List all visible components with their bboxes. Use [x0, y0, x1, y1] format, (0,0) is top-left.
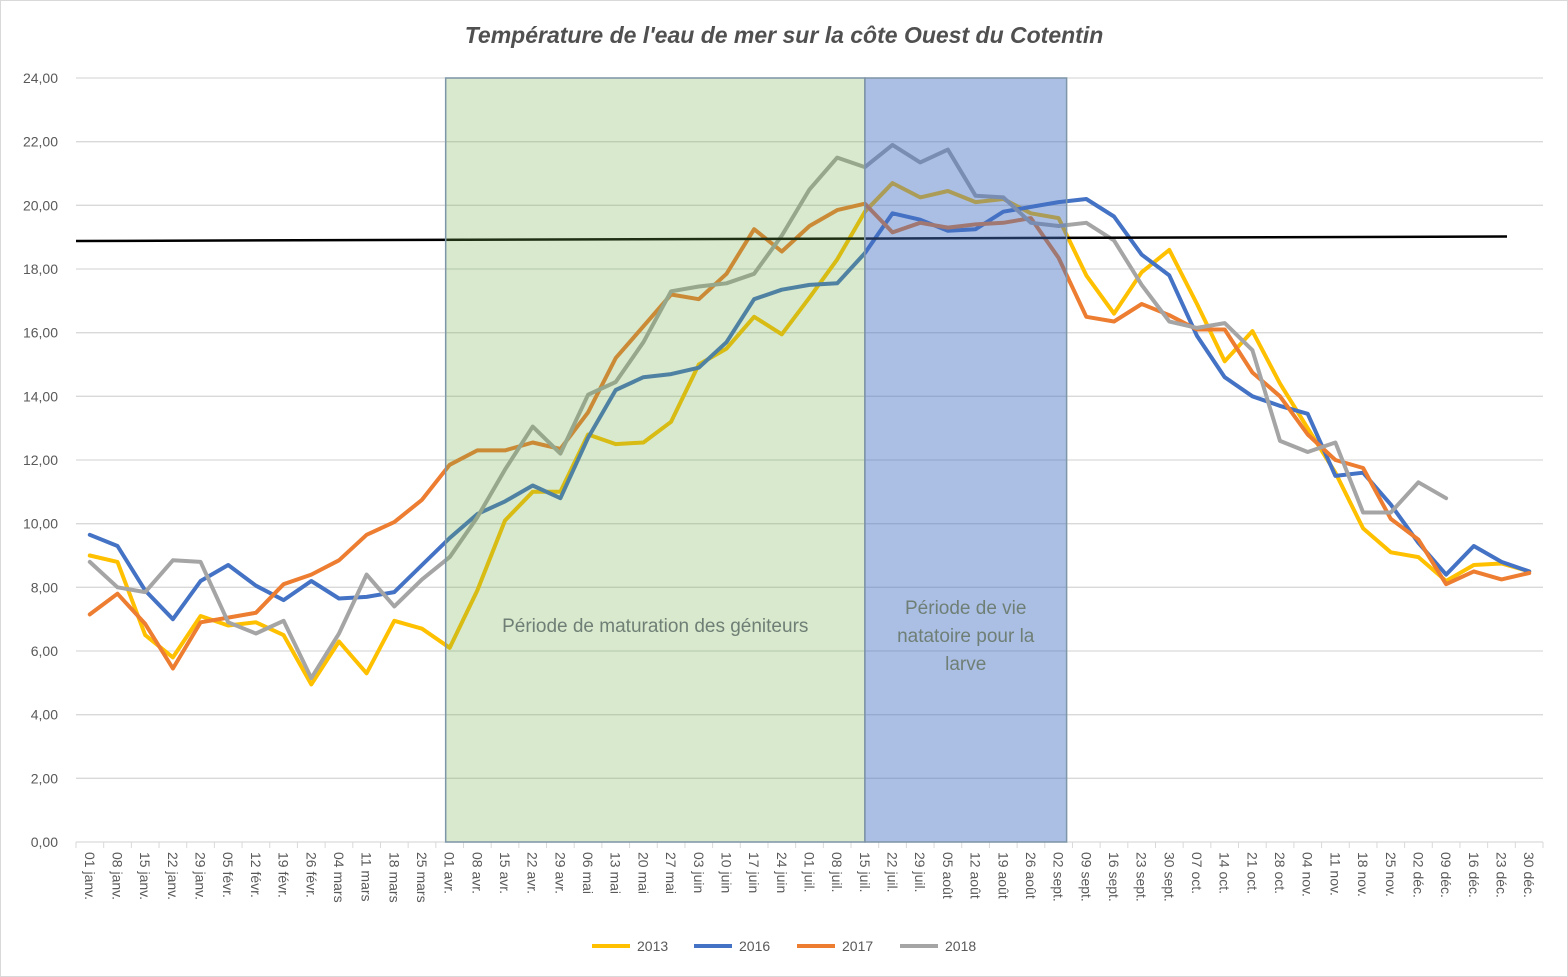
region-label: natatoire pour la: [897, 626, 1035, 647]
region-box: [864, 77, 1068, 843]
series-lines: [87, 142, 1532, 687]
x-tick-label: 18 nov.: [1355, 852, 1371, 897]
x-tick-label: 30 sept.: [1161, 852, 1177, 902]
y-tick-label: 8,00: [31, 579, 58, 595]
x-tick-label: 15 avr.: [497, 852, 513, 894]
legend: 2013 2016 2017 2018: [592, 938, 976, 954]
x-tick-label: 01 juil.: [802, 852, 818, 892]
region-box: [444, 77, 866, 843]
x-tick-label: 22 juil.: [885, 852, 901, 892]
y-tick-label: 2,00: [31, 770, 58, 786]
x-tick-label: 22 janv.: [165, 852, 181, 900]
legend-label: 2017: [842, 938, 873, 954]
legend-label: 2016: [739, 938, 770, 954]
y-tick-label: 18,00: [23, 261, 58, 277]
x-tick-label: 18 mars: [386, 852, 402, 903]
x-tick-label: 10 juin: [718, 852, 734, 893]
x-tick-label: 08 juil.: [829, 852, 845, 892]
x-tick-label: 04 mars: [331, 852, 347, 903]
x-tick-label: 22 avr.: [525, 852, 541, 894]
x-tick-label: 06 mai: [580, 852, 596, 894]
x-tick-label: 14 oct.: [1217, 852, 1233, 894]
x-tick-label: 07 oct.: [1189, 852, 1205, 894]
x-tick-label: 28 oct.: [1272, 852, 1288, 894]
x-tick-label: 25 mars: [414, 852, 430, 903]
y-tick-label: 0,00: [31, 834, 58, 850]
x-tick-label: 02 déc.: [1410, 852, 1426, 898]
x-tick-label: 12 févr.: [248, 852, 264, 898]
reference-line: [75, 235, 1508, 243]
legend-label: 2013: [637, 938, 668, 954]
y-tick-label: 14,00: [23, 388, 58, 404]
y-tick-label: 4,00: [31, 707, 58, 723]
x-tick-label: 19 févr.: [276, 852, 292, 898]
x-tick-label: 11 nov.: [1327, 852, 1343, 896]
series-line-2013: [87, 181, 1532, 687]
x-tick-label: 29 janv.: [193, 852, 209, 900]
region-label: Période de vie: [905, 598, 1026, 619]
x-axis-tick-labels: 01 janv. 08 janv. 15 janv. 22 janv. 29 janv.…: [82, 852, 1537, 903]
x-tick-label: 20 mai: [635, 852, 651, 894]
x-tick-label: 01 avr.: [442, 852, 458, 894]
x-tick-label: 29 avr.: [552, 852, 568, 894]
x-tick-label: 26 févr.: [303, 852, 319, 898]
x-tick-label: 09 sept.: [1078, 852, 1094, 902]
x-tick-label: 09 déc.: [1438, 852, 1454, 898]
x-tick-label: 13 mai: [608, 852, 624, 894]
y-tick-label: 6,00: [31, 643, 58, 659]
x-tick-label: 08 janv.: [110, 852, 126, 900]
x-tick-label: 15 janv.: [137, 852, 153, 900]
x-tick-label: 29 juil.: [912, 852, 928, 892]
x-tick-label: 23 sept.: [1134, 852, 1150, 902]
x-tick-label: 12 août: [968, 852, 984, 899]
x-tick-label: 27 mai: [663, 852, 679, 894]
x-tick-label: 11 mars: [359, 852, 375, 902]
x-tick-label: 15 juil.: [857, 852, 873, 892]
x-tick-label: 26 août: [1023, 852, 1039, 899]
y-tick-label: 22,00: [23, 134, 58, 150]
x-tick-label: 03 juin: [691, 852, 707, 893]
x-tick-label: 19 août: [995, 852, 1011, 899]
x-tick-label: 25 nov.: [1383, 852, 1399, 897]
x-tick-label: 02 sept.: [1051, 852, 1067, 902]
y-tick-label: 10,00: [23, 516, 58, 532]
period-regions: Période de maturation des géniteurs Pério…: [444, 77, 1068, 843]
region-label: larve: [945, 654, 986, 675]
threshold-line: [75, 235, 1508, 243]
y-tick-label: 20,00: [23, 197, 58, 213]
x-tick-label: 16 déc.: [1466, 852, 1482, 898]
x-tick-label: 24 juin: [774, 852, 790, 893]
x-tick-label: 21 oct.: [1244, 852, 1260, 894]
x-tick-label: 05 févr.: [220, 852, 236, 898]
y-tick-label: 16,00: [23, 325, 58, 341]
x-tick-label: 01 janv.: [82, 852, 98, 900]
x-tick-label: 23 déc.: [1493, 852, 1509, 898]
y-tick-label: 24,00: [23, 70, 58, 86]
x-tick-label: 16 sept.: [1106, 852, 1122, 902]
legend-label: 2018: [945, 938, 976, 954]
series-line-2018: [87, 142, 1449, 681]
y-tick-label: 12,00: [23, 452, 58, 468]
x-tick-label: 17 juin: [746, 852, 762, 893]
x-tick-label: 05 août: [940, 852, 956, 899]
chart-title: Température de l'eau de mer sur la côte …: [465, 22, 1104, 48]
x-tick-label: 30 déc.: [1521, 852, 1537, 898]
series-line-2017: [87, 201, 1532, 671]
region-label: Période de maturation des géniteurs: [502, 616, 808, 637]
y-axis-tick-labels: 0,00 2,00 4,00 6,00 8,00 10,00 12,00 14,00 16,00…: [23, 70, 58, 850]
x-tick-label: 08 avr.: [469, 852, 485, 894]
x-tick-label: 04 nov.: [1300, 852, 1316, 897]
